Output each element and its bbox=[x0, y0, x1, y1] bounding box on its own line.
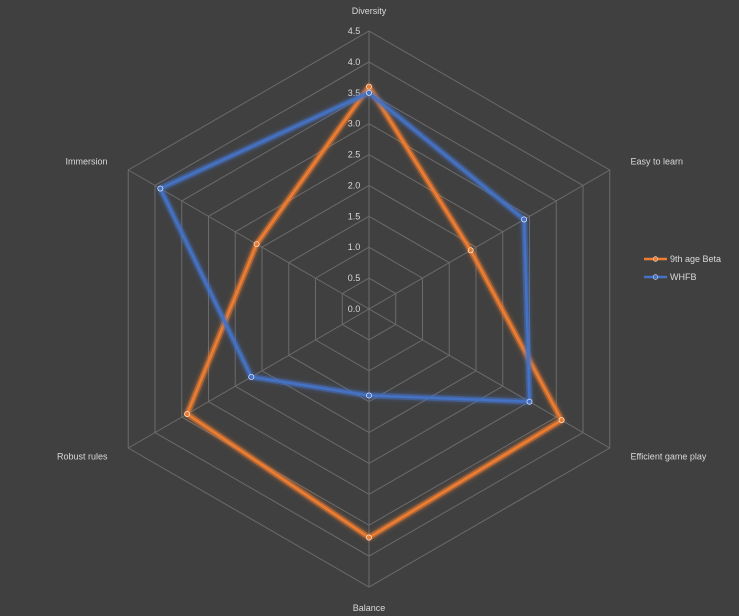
data-point bbox=[467, 247, 474, 254]
data-point bbox=[366, 534, 372, 541]
radial-tick-labels: 0.0 0.5 1.0 1.5 2.0 2.5 3.0 3.5 4.0 4.5 bbox=[348, 26, 361, 314]
tick-label: 2.0 bbox=[348, 180, 361, 190]
data-point bbox=[248, 374, 255, 380]
legend: 9th age Beta WHFB bbox=[644, 254, 721, 282]
series-group bbox=[184, 83, 565, 541]
tick-label: 4.5 bbox=[348, 26, 361, 36]
axis-spoke bbox=[368, 169, 611, 310]
series-glow bbox=[157, 89, 533, 405]
legend-marker bbox=[652, 256, 659, 262]
tick-label: 3.0 bbox=[348, 119, 361, 129]
data-point bbox=[184, 411, 190, 417]
legend-item: 9th age Beta bbox=[644, 254, 721, 264]
tick-label: 1.0 bbox=[348, 242, 361, 252]
tick-label: 1.5 bbox=[348, 211, 361, 221]
series-group bbox=[157, 89, 533, 405]
data-point bbox=[366, 89, 372, 96]
tick-label: 4.0 bbox=[348, 57, 361, 67]
data-point bbox=[366, 392, 372, 399]
data-point bbox=[253, 241, 260, 248]
legend-label: WHFB bbox=[670, 272, 697, 282]
series-line bbox=[159, 91, 531, 403]
data-point bbox=[157, 185, 164, 192]
category-label: Easy to learn bbox=[630, 157, 683, 167]
category-label: Robust rules bbox=[57, 452, 108, 462]
data-point bbox=[558, 417, 565, 424]
axis-spoke bbox=[127, 169, 370, 310]
radar-grid bbox=[127, 30, 611, 588]
axis-spoke bbox=[127, 308, 370, 449]
data-point bbox=[366, 83, 372, 90]
category-label: Efficient game play bbox=[630, 452, 706, 462]
data-point bbox=[526, 398, 533, 405]
legend-item: WHFB bbox=[644, 272, 697, 282]
series-layer bbox=[157, 83, 565, 541]
tick-label: 0.5 bbox=[348, 273, 361, 283]
tick-label: 3.5 bbox=[348, 88, 361, 98]
category-label: Balance bbox=[353, 603, 386, 613]
tick-label: 2.5 bbox=[348, 150, 361, 160]
category-label: Immersion bbox=[66, 157, 108, 167]
axis-spoke bbox=[368, 308, 611, 449]
legend-marker bbox=[652, 274, 659, 280]
category-label: Diversity bbox=[352, 6, 387, 16]
category-axis-labels: Diversity Easy to learn Efficient game pla… bbox=[57, 6, 707, 613]
legend-label: 9th age Beta bbox=[670, 254, 721, 264]
tick-label: 0.0 bbox=[348, 304, 361, 314]
data-point bbox=[521, 216, 528, 223]
